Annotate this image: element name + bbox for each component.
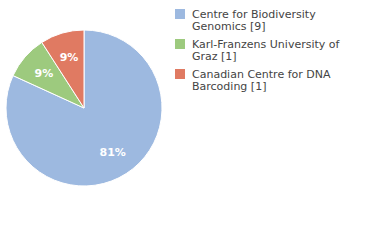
legend-swatch <box>175 9 185 19</box>
data-label: 9% <box>35 67 54 80</box>
chart: 81% 9% 9% Centre for BiodiversityGenomics [… <box>0 0 380 240</box>
pie-slice <box>6 30 162 186</box>
pie <box>6 30 162 186</box>
legend-item: Centre for BiodiversityGenomics [9] <box>175 8 316 33</box>
data-label: 9% <box>60 51 79 64</box>
data-label: 81% <box>100 146 126 159</box>
legend-label: Karl-Franzens University ofGraz [1] <box>192 38 341 63</box>
legend-label: Centre for BiodiversityGenomics [9] <box>192 8 316 33</box>
legend-label: Canadian Centre for DNABarcoding [1] <box>192 68 331 93</box>
legend-item: Karl-Franzens University ofGraz [1] <box>175 38 341 63</box>
legend: Centre for BiodiversityGenomics [9] Karl-… <box>175 8 341 93</box>
legend-swatch <box>175 69 185 79</box>
legend-item: Canadian Centre for DNABarcoding [1] <box>175 68 331 93</box>
legend-swatch <box>175 39 185 49</box>
data-labels: 81% 9% 9% <box>35 51 126 160</box>
